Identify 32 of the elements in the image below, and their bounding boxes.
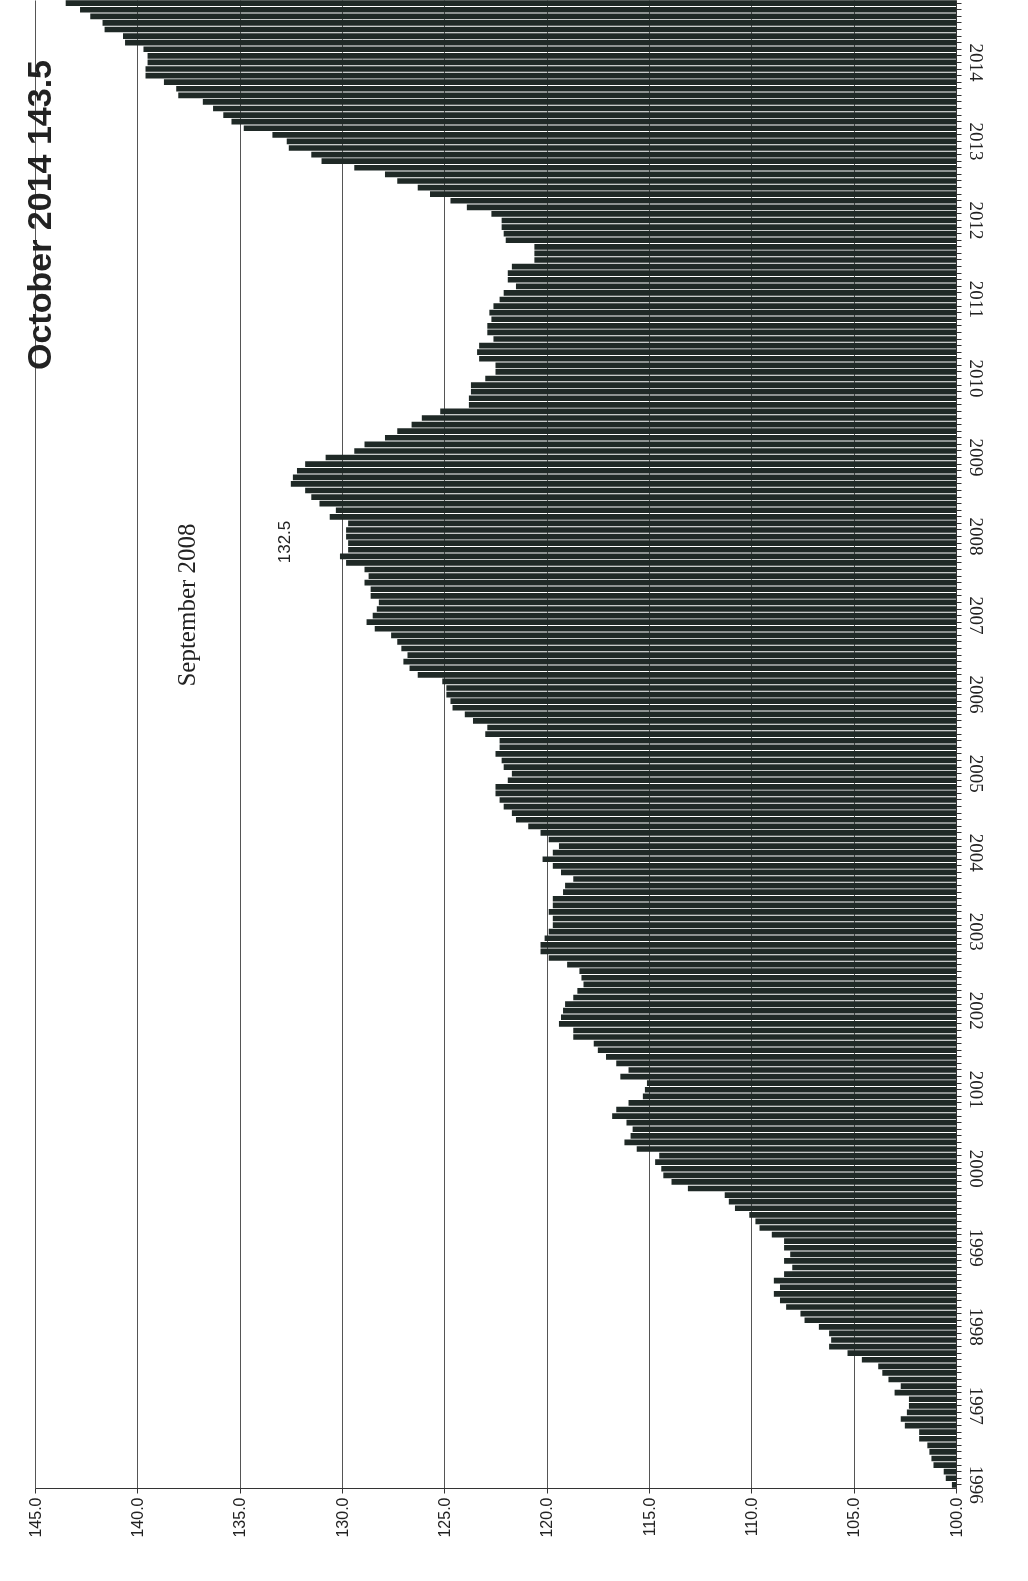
y-tick-label: 1998	[965, 1307, 987, 1346]
y-tick-label: 2013	[965, 122, 987, 161]
y-tick-label: 1997	[965, 1386, 987, 1425]
y-tick-label: 2008	[965, 517, 987, 556]
y-tick-label: 2001	[965, 1070, 987, 1109]
y-tick-label: 2005	[965, 754, 987, 793]
y-tick-label: 2002	[965, 991, 987, 1030]
x-tick-label: 135.0	[231, 1497, 249, 1538]
y-tick-label: 2003	[965, 912, 987, 951]
y-tick-label: 2007	[965, 596, 987, 635]
y-tick-label: 2014	[965, 43, 987, 82]
x-tick-label: 110.0	[742, 1497, 760, 1537]
x-tick-label: 140.0	[128, 1497, 146, 1538]
y-tick-label: 1999	[965, 1228, 987, 1267]
annotation: 132.5	[275, 520, 294, 564]
y-tick-label: 2011	[965, 280, 987, 319]
x-tick-label: 100.0	[947, 1497, 965, 1538]
y-tick-label: 2006	[965, 675, 987, 714]
annotation: September 2008	[173, 523, 200, 687]
x-tick-label: 120.0	[538, 1497, 556, 1538]
y-tick-label: 1996	[965, 1465, 987, 1504]
y-tick-label: 2004	[965, 833, 987, 873]
text: October 2014 143.5	[20, 60, 58, 370]
x-tick-label: 115.0	[640, 1497, 658, 1537]
y-tick-label: 2010	[965, 359, 987, 398]
x-tick-label: 125.0	[435, 1497, 453, 1538]
x-tick-label: 130.0	[333, 1497, 351, 1538]
y-tick-label: 2000	[965, 1149, 987, 1188]
y-tick-label: 2009	[965, 438, 987, 477]
y-tick-label: 2012	[965, 201, 987, 240]
x-tick-label: 145.0	[26, 1497, 44, 1538]
x-tick-label: 105.0	[845, 1497, 863, 1538]
